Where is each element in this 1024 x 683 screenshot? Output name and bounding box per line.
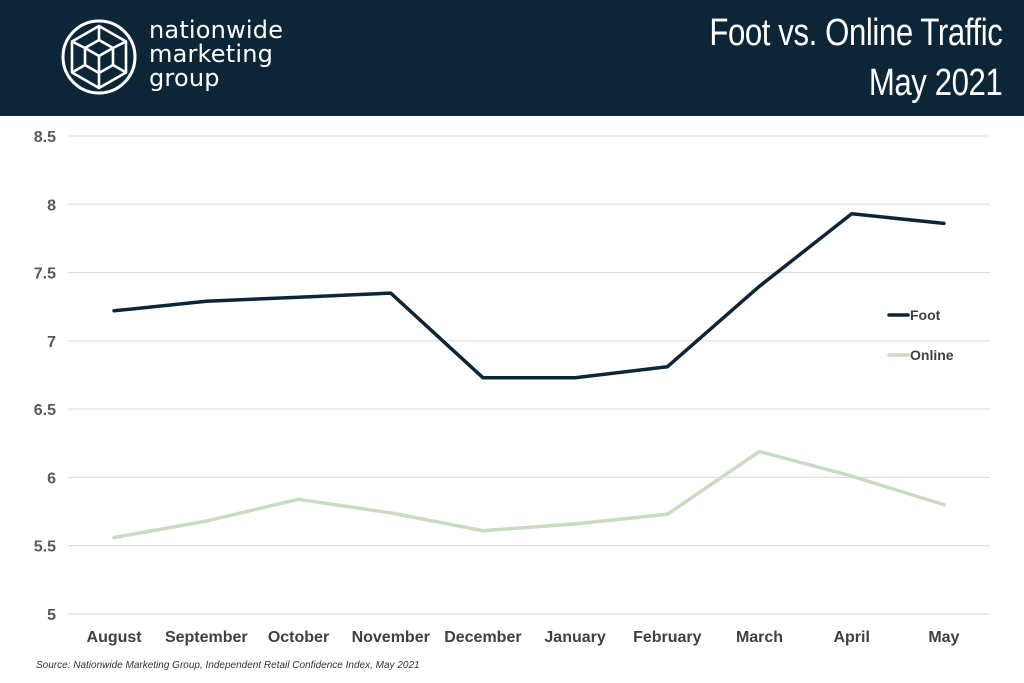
header-banner: nationwide marketing group Foot vs. Onli… (0, 0, 1024, 116)
gridlines (68, 135, 990, 615)
y-tick-label: 5.5 (34, 539, 56, 556)
y-tick-label: 8.5 (34, 129, 56, 146)
legend-label-online: Online (910, 347, 954, 363)
cube-hexagon-logo-icon (61, 19, 137, 95)
x-tick-label: May (928, 629, 959, 646)
brand-line-3: group (149, 64, 220, 92)
brand-wordmark: nationwide marketing group (149, 18, 283, 90)
x-axis-ticks: August September October November December Ja… (87, 629, 960, 646)
y-tick-label: 6.5 (34, 402, 56, 419)
title-line-1: Foot vs. Online Traffic (708, 12, 1002, 54)
brand-line-2: marketing (149, 40, 274, 68)
series-line-online (112, 449, 946, 540)
legend-label-foot: Foot (910, 307, 941, 323)
y-tick-label: 8 (47, 197, 56, 214)
series-lines (112, 212, 946, 540)
y-axis-ticks: 5 5.5 6 6.5 7 7.5 8 8.5 (34, 129, 56, 624)
page-title: Foot vs. Online Traffic May 2021 (645, 8, 1002, 108)
title-line-2: May 2021 (868, 62, 1002, 104)
source-footnote: Source: Nationwide Marketing Group, Inde… (36, 660, 420, 671)
legend: Foot Online (887, 307, 954, 363)
x-tick-label: March (736, 629, 783, 646)
x-tick-label: February (633, 629, 702, 646)
x-tick-label: October (268, 629, 329, 646)
x-tick-label: April (833, 629, 869, 646)
series-line-foot (112, 212, 946, 380)
x-tick-label: November (352, 629, 430, 646)
x-tick-label: December (444, 629, 521, 646)
y-tick-label: 6 (47, 470, 56, 487)
brand-line-1: nationwide (149, 16, 284, 44)
line-chart: 5 5.5 6 6.5 7 7.5 8 8.5 August September October N… (34, 129, 990, 646)
x-tick-label: January (544, 629, 605, 646)
y-tick-label: 7 (47, 334, 56, 351)
y-tick-label: 5 (47, 607, 56, 624)
x-tick-label: September (165, 629, 248, 646)
y-tick-label: 7.5 (34, 266, 56, 283)
x-tick-label: August (87, 629, 143, 646)
